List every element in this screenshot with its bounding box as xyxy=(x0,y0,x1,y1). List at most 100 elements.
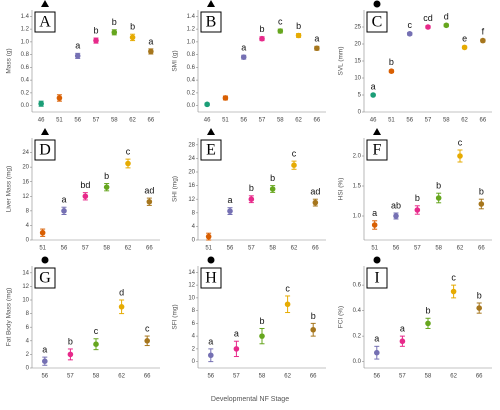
y-tick-label: 20 xyxy=(354,42,361,48)
y-axis-label: HSI (%) xyxy=(338,178,345,201)
x-tick-label: 46 xyxy=(38,118,45,124)
x-tick-label: 56 xyxy=(74,118,81,124)
x-tick-label: 62 xyxy=(129,118,136,124)
panel-label-box xyxy=(34,267,56,289)
y-tick-label: 1.2 xyxy=(21,27,30,33)
point xyxy=(144,338,150,344)
group-letter: e xyxy=(462,33,467,43)
y-tick-label: 1.0 xyxy=(187,39,196,45)
group-letter: cd xyxy=(423,13,433,23)
x-tick-label: 58 xyxy=(425,374,432,380)
point xyxy=(406,31,413,37)
group-letter: c xyxy=(458,137,463,147)
group-letter: b xyxy=(130,22,135,32)
panel-label-box xyxy=(366,11,388,33)
point xyxy=(291,162,297,168)
point xyxy=(259,35,265,42)
group-letter: b xyxy=(104,171,109,181)
y-axis-label: FCI (%) xyxy=(338,306,345,328)
y-axis-label: SVL (mm) xyxy=(338,46,345,75)
y-tick-label: 0.8 xyxy=(21,52,30,58)
point xyxy=(388,68,395,74)
y-tick-label: 12 xyxy=(22,194,29,200)
y-tick-label: 2.0 xyxy=(353,154,362,160)
y-tick-label: 25 xyxy=(354,25,361,31)
x-tick-label: 62 xyxy=(125,246,132,252)
group-letter: b xyxy=(296,21,301,31)
group-letter: a xyxy=(372,208,377,218)
point xyxy=(205,233,212,240)
x-tick-label: 58 xyxy=(435,246,442,252)
x-tick-label: 56 xyxy=(41,374,48,380)
point xyxy=(269,186,276,192)
panel-label: H xyxy=(205,270,217,287)
group-letter: a xyxy=(374,334,379,344)
group-letter: a xyxy=(42,344,47,354)
x-tick-label: 51 xyxy=(222,118,229,124)
x-axis-label: Developmental NF Stage xyxy=(211,396,289,403)
y-tick-label: 12 xyxy=(22,284,29,290)
group-letter: b xyxy=(415,193,420,203)
point xyxy=(295,32,302,39)
group-letter: d xyxy=(444,11,449,21)
symbol xyxy=(207,0,215,7)
symbol xyxy=(41,128,49,135)
x-tick-label: 57 xyxy=(233,374,240,380)
y-tick-label: 0 xyxy=(192,359,196,365)
group-letter: c xyxy=(278,17,283,27)
x-tick-label: 58 xyxy=(277,118,284,124)
y-tick-label: 6 xyxy=(192,321,196,327)
y-tick-label: 14 xyxy=(22,270,29,276)
point xyxy=(399,338,406,345)
point xyxy=(222,95,229,101)
group-letter: a xyxy=(148,36,153,46)
y-tick-label: 2 xyxy=(192,346,196,352)
x-tick-label: 66 xyxy=(148,118,155,124)
point xyxy=(208,352,214,359)
panel-label: D xyxy=(39,142,51,159)
point xyxy=(148,48,154,55)
y-tick-label: 20 xyxy=(22,165,29,171)
x-tick-label: 56 xyxy=(393,246,400,252)
y-tick-label: 0 xyxy=(26,238,30,244)
point xyxy=(82,193,89,200)
point xyxy=(240,54,247,60)
symbol xyxy=(373,0,381,8)
point xyxy=(146,198,153,205)
panel-label-box xyxy=(366,139,388,161)
y-tick-label: 0.2 xyxy=(187,90,196,96)
x-tick-label: 56 xyxy=(240,118,247,124)
group-letter: b xyxy=(477,290,482,300)
panel-label-box xyxy=(34,139,56,161)
point xyxy=(435,195,442,201)
x-tick-label: 57 xyxy=(399,374,406,380)
x-tick-label: 66 xyxy=(310,374,317,380)
y-tick-label: 14 xyxy=(188,270,195,276)
y-tick-label: 1.4 xyxy=(187,14,196,20)
point xyxy=(233,346,240,352)
y-tick-label: 16 xyxy=(188,183,195,189)
group-letter: a xyxy=(75,41,80,51)
group-letter: c xyxy=(126,147,131,157)
x-tick-label: 62 xyxy=(284,374,291,380)
point xyxy=(374,349,380,356)
y-tick-label: 15 xyxy=(354,59,361,65)
group-letter: ab xyxy=(391,200,401,210)
point xyxy=(370,92,376,98)
panel-label-box xyxy=(200,267,222,289)
group-letter: b xyxy=(112,17,117,27)
y-tick-label: 1.2 xyxy=(187,27,196,33)
y-tick-label: 0.6 xyxy=(353,283,362,289)
y-tick-label: 4 xyxy=(192,334,196,340)
group-letter: b xyxy=(259,316,264,326)
x-tick-label: 56 xyxy=(406,118,413,124)
x-tick-label: 46 xyxy=(370,118,377,124)
y-tick-label: 8 xyxy=(192,308,196,314)
y-tick-label: 6 xyxy=(26,325,30,331)
x-tick-label: 66 xyxy=(144,374,151,380)
group-letter: a xyxy=(241,43,246,53)
x-tick-label: 66 xyxy=(314,118,321,124)
group-letter: c xyxy=(285,283,290,293)
point xyxy=(443,22,450,29)
y-axis-label: SMI (g) xyxy=(172,50,179,71)
